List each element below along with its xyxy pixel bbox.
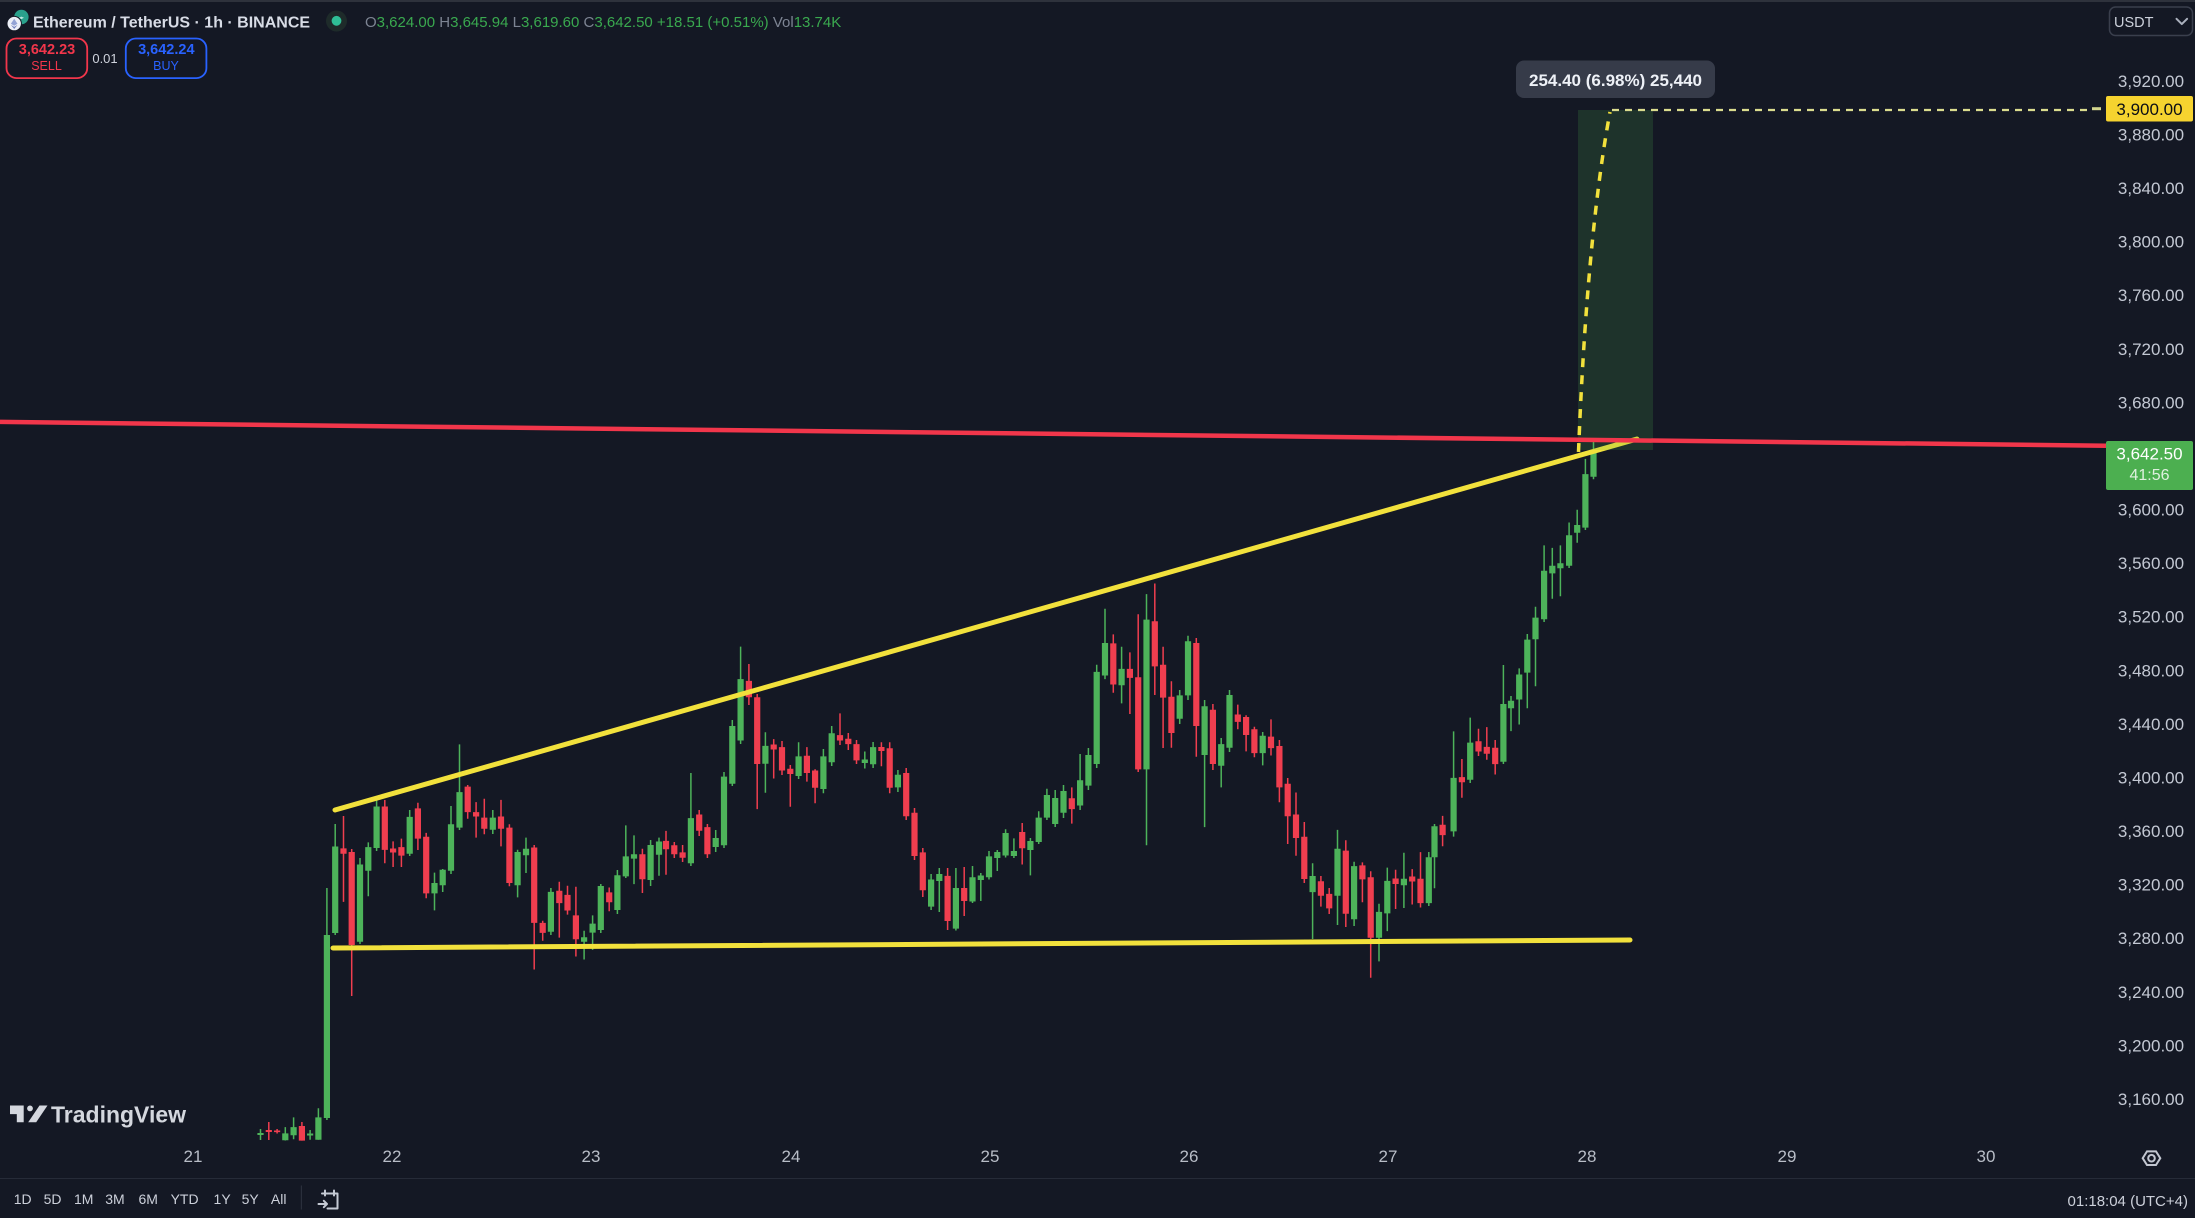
- svg-text:3,642.50: 3,642.50: [2116, 445, 2182, 464]
- svg-text:1D: 1D: [14, 1191, 32, 1207]
- svg-text:TradingView: TradingView: [51, 1102, 186, 1128]
- svg-text:3,880.00: 3,880.00: [2118, 126, 2184, 145]
- svg-text:25: 25: [981, 1147, 1000, 1166]
- svg-text:3,200.00: 3,200.00: [2118, 1036, 2184, 1055]
- svg-text:3,400.00: 3,400.00: [2118, 768, 2184, 787]
- svg-text:27: 27: [1379, 1147, 1398, 1166]
- svg-text:3,642.24: 3,642.24: [138, 42, 194, 58]
- svg-text:23: 23: [582, 1147, 601, 1166]
- svg-text:3,642.23: 3,642.23: [19, 42, 75, 58]
- svg-text:3,280.00: 3,280.00: [2118, 929, 2184, 948]
- svg-text:30: 30: [1977, 1147, 1996, 1166]
- svg-text:3,720.00: 3,720.00: [2118, 340, 2184, 359]
- svg-text:22: 22: [383, 1147, 402, 1166]
- svg-text:5D: 5D: [44, 1191, 62, 1207]
- svg-text:01:18:04 (UTC+4): 01:18:04 (UTC+4): [2068, 1193, 2188, 1210]
- svg-text:0.01: 0.01: [92, 51, 117, 66]
- svg-text:24: 24: [782, 1147, 801, 1166]
- svg-text:3,600.00: 3,600.00: [2118, 501, 2184, 520]
- svg-text:21: 21: [184, 1147, 203, 1166]
- svg-text:USDT: USDT: [2114, 15, 2154, 31]
- svg-text:41:56: 41:56: [2129, 467, 2169, 484]
- svg-text:28: 28: [1578, 1147, 1597, 1166]
- svg-text:3,900.00: 3,900.00: [2116, 100, 2182, 119]
- svg-text:26: 26: [1180, 1147, 1199, 1166]
- svg-text:O3,624.00 H3,645.94 L3,619.60: O3,624.00 H3,645.94 L3,619.60 C3,642.50 …: [365, 14, 841, 31]
- svg-text:All: All: [271, 1191, 287, 1207]
- svg-text:3,320.00: 3,320.00: [2118, 876, 2184, 895]
- svg-text:3,160.00: 3,160.00: [2118, 1090, 2184, 1109]
- svg-text:3,800.00: 3,800.00: [2118, 233, 2184, 252]
- svg-text:3,240.00: 3,240.00: [2118, 983, 2184, 1002]
- svg-text:Ethereum / TetherUS · 1h · BIN: Ethereum / TetherUS · 1h · BINANCE: [33, 15, 310, 32]
- svg-text:254.40 (6.98%) 25,440: 254.40 (6.98%) 25,440: [1529, 71, 1702, 90]
- svg-text:3,440.00: 3,440.00: [2118, 715, 2184, 734]
- svg-text:1M: 1M: [74, 1191, 93, 1207]
- svg-text:3M: 3M: [105, 1191, 124, 1207]
- svg-text:1Y: 1Y: [214, 1191, 232, 1207]
- svg-text:3,680.00: 3,680.00: [2118, 393, 2184, 412]
- svg-text:BUY: BUY: [153, 59, 179, 73]
- svg-text:3,360.00: 3,360.00: [2118, 822, 2184, 841]
- svg-text:3,840.00: 3,840.00: [2118, 179, 2184, 198]
- svg-text:3,920.00: 3,920.00: [2118, 72, 2184, 91]
- svg-text:29: 29: [1778, 1147, 1797, 1166]
- svg-text:3,760.00: 3,760.00: [2118, 286, 2184, 305]
- svg-text:SELL: SELL: [31, 59, 62, 73]
- svg-text:YTD: YTD: [171, 1191, 199, 1207]
- svg-text:3,480.00: 3,480.00: [2118, 661, 2184, 680]
- svg-text:3,560.00: 3,560.00: [2118, 554, 2184, 573]
- svg-text:5Y: 5Y: [242, 1191, 260, 1207]
- svg-text:6M: 6M: [138, 1191, 157, 1207]
- svg-text:3,520.00: 3,520.00: [2118, 608, 2184, 627]
